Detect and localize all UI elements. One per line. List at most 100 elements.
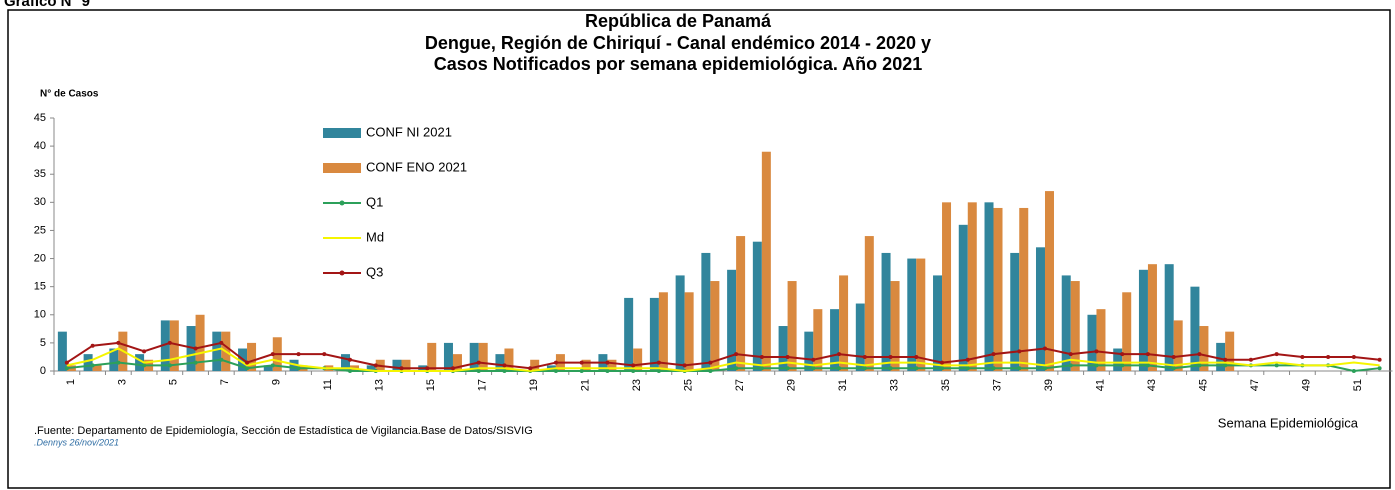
bar: [675, 275, 685, 371]
source-note: .Fuente: Departamento de Epidemiología, …: [34, 425, 533, 437]
bar: [1019, 207, 1029, 371]
bar: [1164, 264, 1174, 371]
line-marker: [605, 360, 610, 365]
line-marker: [605, 369, 610, 373]
bar: [341, 354, 351, 371]
line-marker: [1197, 363, 1202, 368]
y-tick-label: 45: [34, 112, 46, 124]
line-marker: [1094, 349, 1099, 354]
line-marker: [116, 340, 121, 345]
bar: [443, 342, 453, 371]
bar: [1010, 252, 1020, 371]
bar: [787, 281, 797, 371]
bar: [109, 348, 119, 371]
line-marker: [734, 352, 739, 357]
x-tick-label: 47: [1249, 379, 1261, 391]
line-marker: [1377, 366, 1382, 371]
line-marker: [1197, 352, 1202, 357]
line-marker: [219, 340, 224, 345]
x-tick-label: 5: [168, 379, 180, 385]
bar: [607, 359, 617, 371]
bar: [864, 236, 874, 371]
bar: [92, 365, 102, 371]
line-marker: [1351, 354, 1356, 359]
line-marker: [1042, 366, 1047, 371]
line-marker: [785, 354, 790, 359]
line-marker: [399, 366, 404, 371]
line-marker: [1068, 363, 1073, 368]
bar: [1173, 320, 1183, 371]
bar: [1035, 247, 1045, 371]
y-tick-label: 40: [34, 140, 46, 152]
line-marker: [708, 369, 713, 373]
line-marker: [90, 343, 95, 348]
line-marker: [862, 366, 867, 371]
line-marker: [1145, 363, 1150, 368]
line-marker: [219, 357, 224, 362]
line-marker: [167, 363, 172, 368]
line-marker: [888, 366, 893, 371]
line-marker: [837, 352, 842, 357]
line-marker: [965, 366, 970, 371]
line-marker: [90, 363, 95, 368]
bar: [57, 331, 67, 371]
line-marker: [245, 360, 250, 365]
bar: [1147, 264, 1157, 371]
line-marker: [528, 366, 533, 371]
line-marker: [502, 369, 507, 373]
line-series: [66, 341, 1380, 370]
bar: [83, 354, 93, 371]
line-marker: [631, 369, 636, 373]
x-axis-label: Semana Epidemiológica: [1218, 415, 1359, 430]
line-marker: [1223, 363, 1228, 368]
bar: [907, 258, 917, 371]
bar: [1044, 191, 1054, 371]
bar: [1199, 326, 1209, 371]
bar: [933, 275, 943, 371]
line-marker: [553, 360, 558, 365]
bar: [1216, 342, 1226, 371]
bar: [195, 314, 205, 371]
bar: [942, 202, 952, 371]
bar: [581, 359, 591, 371]
line-marker: [1017, 366, 1022, 371]
x-tick-label: 13: [374, 379, 386, 391]
x-tick-label: 31: [837, 379, 849, 391]
x-tick-label: 27: [734, 379, 746, 391]
line-marker: [1377, 357, 1382, 362]
line-marker: [991, 352, 996, 357]
bar: [530, 359, 540, 371]
line-marker: [759, 366, 764, 371]
bar: [890, 281, 900, 371]
bar: [633, 348, 643, 371]
x-tick-label: 11: [322, 379, 334, 390]
line-marker: [837, 366, 842, 371]
y-tick-label: 15: [34, 281, 46, 293]
legend-label: CONF ENO 2021: [366, 159, 467, 174]
legend-label: CONF NI 2021: [366, 124, 452, 139]
bar: [649, 297, 659, 371]
x-tick-label: 51: [1352, 379, 1364, 391]
bar: [701, 252, 711, 371]
bar: [263, 365, 273, 371]
y-tick-label: 0: [40, 365, 46, 377]
line-marker: [862, 354, 867, 359]
legend-swatch: [339, 200, 345, 206]
line-marker: [322, 352, 327, 357]
line-marker: [64, 366, 69, 371]
line-marker: [1017, 349, 1022, 354]
y-axis-label: N° de Casos: [40, 89, 99, 100]
line-marker: [811, 357, 816, 362]
bar: [427, 342, 437, 371]
x-tick-label: 43: [1146, 379, 1158, 391]
line-marker: [1171, 354, 1176, 359]
x-tick-label: 17: [477, 379, 489, 391]
x-tick-label: 49: [1300, 379, 1312, 391]
x-tick-label: 1: [65, 379, 77, 385]
legend-label: Q1: [366, 194, 383, 209]
bar: [658, 292, 668, 371]
line-marker: [142, 363, 147, 368]
line-series: [66, 347, 1380, 373]
line-marker: [656, 369, 661, 373]
bar: [752, 241, 762, 371]
